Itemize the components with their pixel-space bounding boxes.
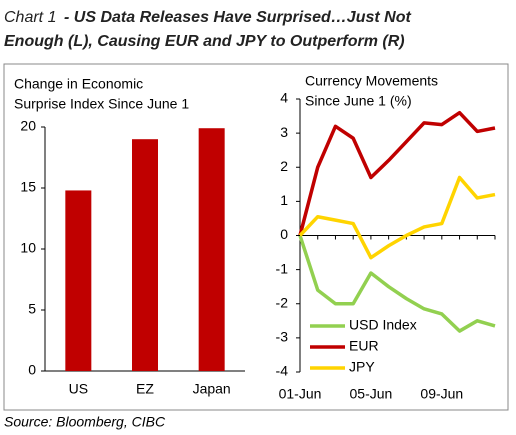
legend-label: JPY — [349, 359, 375, 375]
x-tick-label: US — [69, 381, 88, 397]
x-tick-label: 05-Jun — [350, 386, 393, 402]
y-tick-label: 2 — [280, 158, 288, 174]
y-tick-label: -2 — [276, 294, 289, 310]
axis-title: Surprise Index Since June 1 — [14, 96, 189, 112]
y-tick-label: -4 — [276, 363, 289, 379]
axis-title: Change in Economic — [14, 76, 143, 92]
chart-title: - US Data Releases Have Surprised…Just N… — [64, 9, 411, 26]
y-tick-label: 20 — [20, 118, 36, 134]
x-tick-label: 09-Jun — [420, 386, 463, 402]
chart-title: Enough (L), Causing EUR and JPY to Outpe… — [4, 33, 405, 50]
x-tick-label: EZ — [136, 381, 154, 397]
y-tick-label: 0 — [280, 226, 288, 242]
y-tick-label: 3 — [280, 124, 288, 140]
x-tick-label: Japan — [193, 381, 231, 397]
legend-label: EUR — [349, 338, 379, 354]
series-line — [298, 234, 496, 333]
bar — [132, 139, 158, 371]
y-tick-label: 5 — [28, 301, 36, 317]
y-tick-label: 0 — [28, 362, 36, 378]
legend-label: USD Index — [349, 317, 417, 333]
series-line — [298, 110, 496, 236]
y-tick-label: 4 — [280, 90, 288, 106]
y-tick-label: 15 — [20, 179, 36, 195]
y-tick-label: 10 — [20, 240, 36, 256]
source: Source: Bloomberg, CIBC — [4, 414, 166, 430]
chart-label: Chart 1 — [4, 9, 56, 26]
axis-title: Currency Movements — [305, 73, 438, 89]
y-tick-label: 1 — [280, 192, 288, 208]
series-line — [298, 175, 496, 260]
y-tick-label: -3 — [276, 329, 289, 345]
frame — [3, 63, 509, 411]
bar — [65, 190, 92, 371]
axis-title: Since June 1 (%) — [305, 93, 412, 109]
y-tick-label: -1 — [276, 260, 289, 276]
bar — [198, 128, 225, 371]
x-tick-label: 01-Jun — [279, 386, 322, 402]
